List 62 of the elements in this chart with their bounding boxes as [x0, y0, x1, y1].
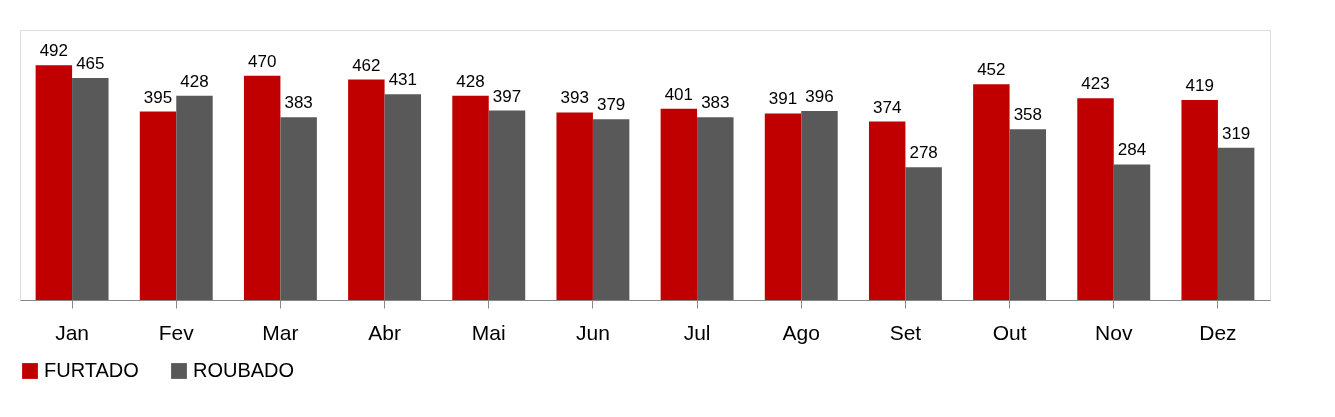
bar: [868, 121, 906, 300]
x-tick-label: Dez: [1199, 320, 1237, 344]
bar: [348, 79, 385, 300]
bar: [697, 117, 734, 300]
x-tick-label: Mai: [471, 320, 506, 344]
data-label: 284: [1117, 140, 1147, 160]
data-label: 383: [284, 93, 313, 113]
x-tick-label: Jul: [683, 320, 711, 344]
x-tick-label: Mar: [262, 320, 299, 344]
data-label: 419: [1185, 76, 1214, 96]
data-label: 423: [1081, 74, 1110, 94]
bar: [1181, 100, 1218, 300]
bar: [1113, 164, 1151, 300]
x-tick-label: Set: [889, 320, 922, 344]
data-label: 393: [560, 88, 589, 108]
x-tick-label: Jan: [55, 320, 90, 344]
bar: [35, 65, 73, 300]
data-label: 395: [143, 87, 173, 107]
data-label: 462: [352, 55, 381, 75]
x-tick-label: Nov: [1095, 320, 1133, 344]
bar: [905, 167, 942, 300]
data-label: 452: [977, 60, 1006, 80]
bar: [139, 111, 177, 300]
bar: [280, 117, 317, 300]
data-label: 319: [1221, 123, 1251, 143]
bar: [1077, 98, 1114, 300]
data-label: 465: [76, 54, 105, 74]
data-label: 396: [805, 87, 834, 107]
x-tick-label: Ago: [782, 320, 820, 344]
data-label: 428: [456, 71, 485, 91]
bar: [556, 112, 593, 300]
bar: [243, 75, 281, 300]
data-label: 358: [1013, 105, 1042, 125]
bar: [764, 113, 802, 300]
bar: [592, 119, 630, 300]
bar: [660, 108, 698, 300]
bar: [973, 84, 1010, 300]
data-label: 431: [388, 70, 417, 90]
data-label: 278: [909, 143, 938, 163]
bar: [488, 110, 526, 300]
bar: [384, 94, 422, 300]
data-label: 397: [492, 86, 522, 106]
x-tick-label: Abr: [368, 320, 401, 344]
bar: [801, 111, 838, 300]
data-label: 374: [873, 97, 902, 117]
data-label: 379: [596, 95, 626, 115]
x-tick-label: Out: [992, 320, 1027, 344]
legend-label: ROUBADO: [193, 359, 295, 381]
data-label: 401: [664, 84, 694, 104]
x-tick-label: Fev: [158, 320, 195, 344]
data-label: 383: [701, 93, 730, 113]
data-label: 492: [39, 41, 69, 61]
data-label: 470: [248, 51, 277, 71]
data-label: 428: [180, 71, 209, 91]
bar: [1009, 129, 1047, 300]
x-tick-label: Jun: [575, 320, 610, 344]
bar: [176, 95, 213, 300]
data-label: 391: [768, 89, 798, 109]
bar: [72, 78, 109, 300]
legend-label: FURTADO: [44, 359, 139, 381]
bar: [452, 95, 489, 300]
bar: [1217, 147, 1255, 300]
